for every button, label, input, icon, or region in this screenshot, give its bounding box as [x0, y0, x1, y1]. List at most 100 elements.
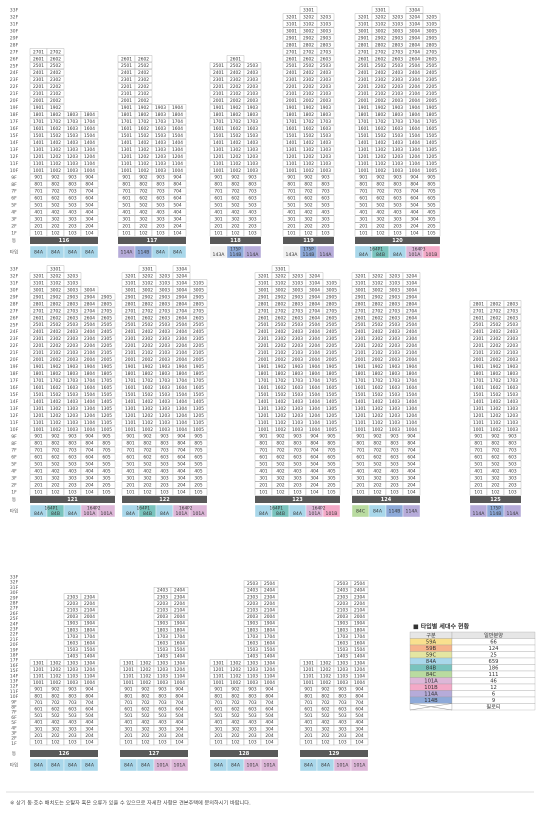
unit-number: 102: [276, 490, 284, 496]
unit-number: 202: [491, 483, 499, 489]
unit-number: 603: [68, 455, 76, 461]
unit-number: 1202: [375, 154, 386, 160]
unit-number: 1503: [247, 647, 258, 653]
unit-number: 1505: [193, 392, 204, 398]
unit-number: 1504: [406, 392, 417, 398]
unit-number: 1403: [67, 654, 78, 660]
unit-number: 2104: [354, 608, 365, 614]
unit-number: 804: [175, 693, 183, 699]
unit-number: 2603: [67, 315, 78, 321]
unit-cell: [316, 20, 335, 28]
unit-number: 2101: [286, 91, 297, 97]
floor-label: 18F: [10, 371, 19, 377]
floor-label: 12F: [10, 154, 19, 160]
unit-number: 1401: [33, 140, 44, 146]
unit-number: 602: [321, 707, 329, 713]
unit-number: 604: [355, 707, 363, 713]
unit-number: 905: [327, 434, 335, 440]
unit-number: 1603: [67, 385, 78, 391]
unit-number: 3202: [303, 14, 314, 20]
unit-number: 2101: [121, 91, 132, 97]
unit-number: 3005: [326, 287, 337, 293]
unit-number: 2104: [264, 608, 275, 614]
unit-number: 3001: [33, 287, 44, 293]
unit-number: 1303: [247, 660, 258, 666]
unit-cell: [422, 13, 441, 21]
unit-number: 401: [474, 469, 482, 475]
unit-number: 2403: [389, 329, 400, 335]
unit-number: 705: [327, 448, 335, 454]
unit-number: 1201: [33, 154, 44, 160]
unit-cell: [243, 111, 262, 118]
floor-label: 28F: [10, 601, 19, 607]
unit-number: 2503: [67, 322, 78, 328]
unit-number: 1204: [172, 154, 183, 160]
unit-number: 1001: [286, 168, 297, 174]
unit-number: 304: [173, 217, 181, 223]
unit-number: 2905: [426, 35, 437, 41]
unit-number: 1705: [426, 119, 437, 125]
unit-cell: [316, 90, 335, 97]
unit-number: 402: [231, 210, 239, 216]
unit-number: 901: [126, 434, 134, 440]
unit-number: 504: [85, 462, 93, 468]
unit-cell: [134, 83, 153, 90]
unit-number: 1401: [358, 140, 369, 146]
unit-cell: [226, 55, 245, 63]
unit-number: 2502: [275, 322, 286, 328]
unit-number: 1103: [507, 420, 518, 426]
unit-number: 801: [34, 441, 42, 447]
unit-number: 103: [390, 490, 398, 496]
unit-number: 602: [304, 196, 312, 202]
unit-number: 905: [427, 175, 435, 181]
unit-number: 1301: [33, 660, 44, 666]
unit-number: 302: [491, 476, 499, 482]
unit-number: 1603: [67, 641, 78, 647]
unit-number: 1803: [247, 627, 258, 633]
unit-number: 2805: [193, 301, 204, 307]
unit-number: 903: [248, 175, 256, 181]
unit-number: 2804: [84, 301, 95, 307]
unit-cell: [243, 194, 262, 202]
unit-number: 102: [231, 740, 239, 746]
unit-number: 1202: [303, 154, 314, 160]
unit-number: 1402: [230, 140, 241, 146]
unit-number: 602: [231, 707, 239, 713]
floor-label: 27F: [10, 308, 19, 314]
unit-number: 302: [373, 476, 381, 482]
unit-number: 2004: [84, 357, 95, 363]
unit-cell: [168, 187, 187, 195]
unit-number: 1903: [247, 105, 258, 111]
unit-number: 1804: [264, 627, 275, 633]
unit-number: 302: [231, 726, 239, 732]
unit-number: 302: [51, 726, 59, 732]
unit-number: 1802: [375, 112, 386, 118]
unit-number: 2004: [176, 357, 187, 363]
unit-cell: [316, 13, 335, 21]
unit-number: 202: [304, 224, 312, 230]
unit-number: 301: [34, 726, 42, 732]
unit-number: 801: [359, 182, 367, 188]
floor-label: 17F: [10, 658, 19, 664]
unit-number: 604: [407, 455, 415, 461]
unit-number: 101: [214, 740, 222, 746]
unit-number: 501: [34, 203, 42, 209]
unit-number: 1004: [264, 680, 275, 686]
unit-number: 1403: [247, 140, 258, 146]
unit-cell: [243, 139, 262, 146]
unit-number: 2303: [292, 336, 303, 342]
unit-number: 904: [175, 687, 183, 693]
unit-number: 1301: [355, 406, 366, 412]
floor-label: 2F: [11, 483, 17, 489]
unit-number: 1703: [389, 378, 400, 384]
unit-number: 3003: [389, 287, 400, 293]
floor-label: 10F: [10, 168, 19, 174]
unit-number: 2301: [121, 77, 132, 83]
unit-number: 604: [85, 707, 93, 713]
unit-number: 2705: [426, 49, 437, 55]
unit-number: 305: [427, 217, 435, 223]
unit-number: 2402: [375, 70, 386, 76]
unit-number: 1402: [275, 399, 286, 405]
unit-number: 3102: [375, 21, 386, 27]
unit-number: 2805: [426, 42, 437, 48]
